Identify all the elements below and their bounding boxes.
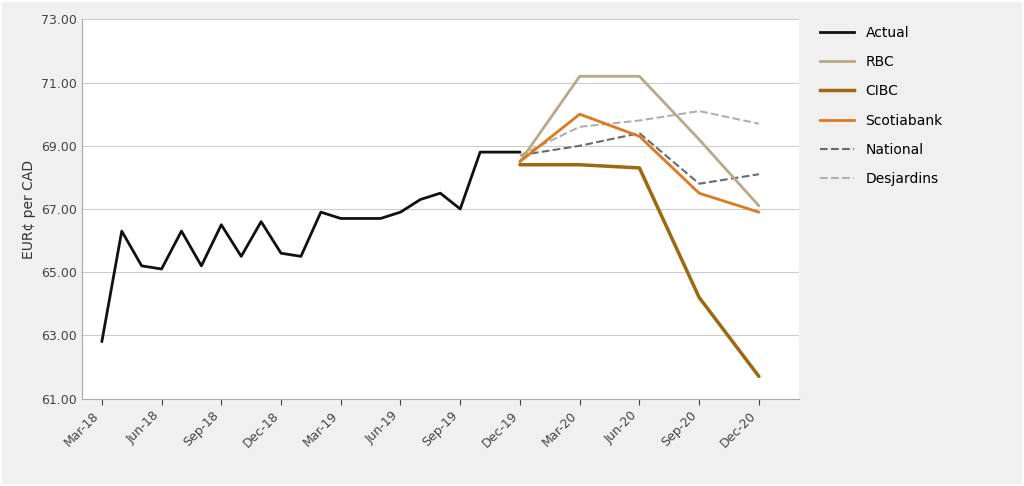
Actual <box>116 228 128 234</box>
CIBC <box>573 162 586 168</box>
Actual <box>196 263 208 269</box>
Actual <box>434 191 446 196</box>
Actual <box>156 266 168 272</box>
Line: National: National <box>520 133 759 184</box>
CIBC <box>693 295 706 300</box>
CIBC <box>514 162 526 168</box>
National <box>753 172 765 177</box>
Scotiabank <box>693 191 706 196</box>
Desjardins <box>573 124 586 130</box>
Actual <box>236 254 248 260</box>
Actual <box>474 149 486 155</box>
Desjardins <box>693 108 706 114</box>
RBC <box>633 73 645 79</box>
Actual <box>295 254 307 260</box>
National <box>693 181 706 187</box>
CIBC <box>633 165 645 171</box>
Line: RBC: RBC <box>520 76 759 206</box>
Scotiabank <box>633 134 645 139</box>
Line: Desjardins: Desjardins <box>520 111 759 155</box>
Y-axis label: EUR¢ per CAD: EUR¢ per CAD <box>22 159 36 259</box>
Desjardins <box>753 121 765 126</box>
Actual <box>494 149 506 155</box>
Actual <box>274 250 287 256</box>
Actual <box>415 196 427 202</box>
Actual <box>314 209 327 215</box>
Actual <box>454 206 466 212</box>
Desjardins <box>633 118 645 123</box>
RBC <box>514 159 526 165</box>
Actual <box>215 222 227 227</box>
CIBC <box>753 373 765 379</box>
Actual <box>95 339 108 345</box>
National <box>514 152 526 158</box>
National <box>573 143 586 149</box>
Desjardins <box>514 152 526 158</box>
Line: Actual: Actual <box>101 152 520 342</box>
Line: Scotiabank: Scotiabank <box>520 114 759 212</box>
Actual <box>514 149 526 155</box>
Actual <box>175 228 187 234</box>
Legend: Actual, RBC, CIBC, Scotiabank, National, Desjardins: Actual, RBC, CIBC, Scotiabank, National,… <box>813 19 950 193</box>
Line: CIBC: CIBC <box>520 165 759 376</box>
RBC <box>753 203 765 209</box>
RBC <box>573 73 586 79</box>
National <box>633 130 645 136</box>
Scotiabank <box>514 159 526 165</box>
Actual <box>135 263 147 269</box>
RBC <box>693 137 706 142</box>
Actual <box>255 219 267 225</box>
Scotiabank <box>573 111 586 117</box>
Actual <box>335 216 347 222</box>
Actual <box>375 216 387 222</box>
Actual <box>394 209 407 215</box>
Scotiabank <box>753 209 765 215</box>
Actual <box>354 216 367 222</box>
